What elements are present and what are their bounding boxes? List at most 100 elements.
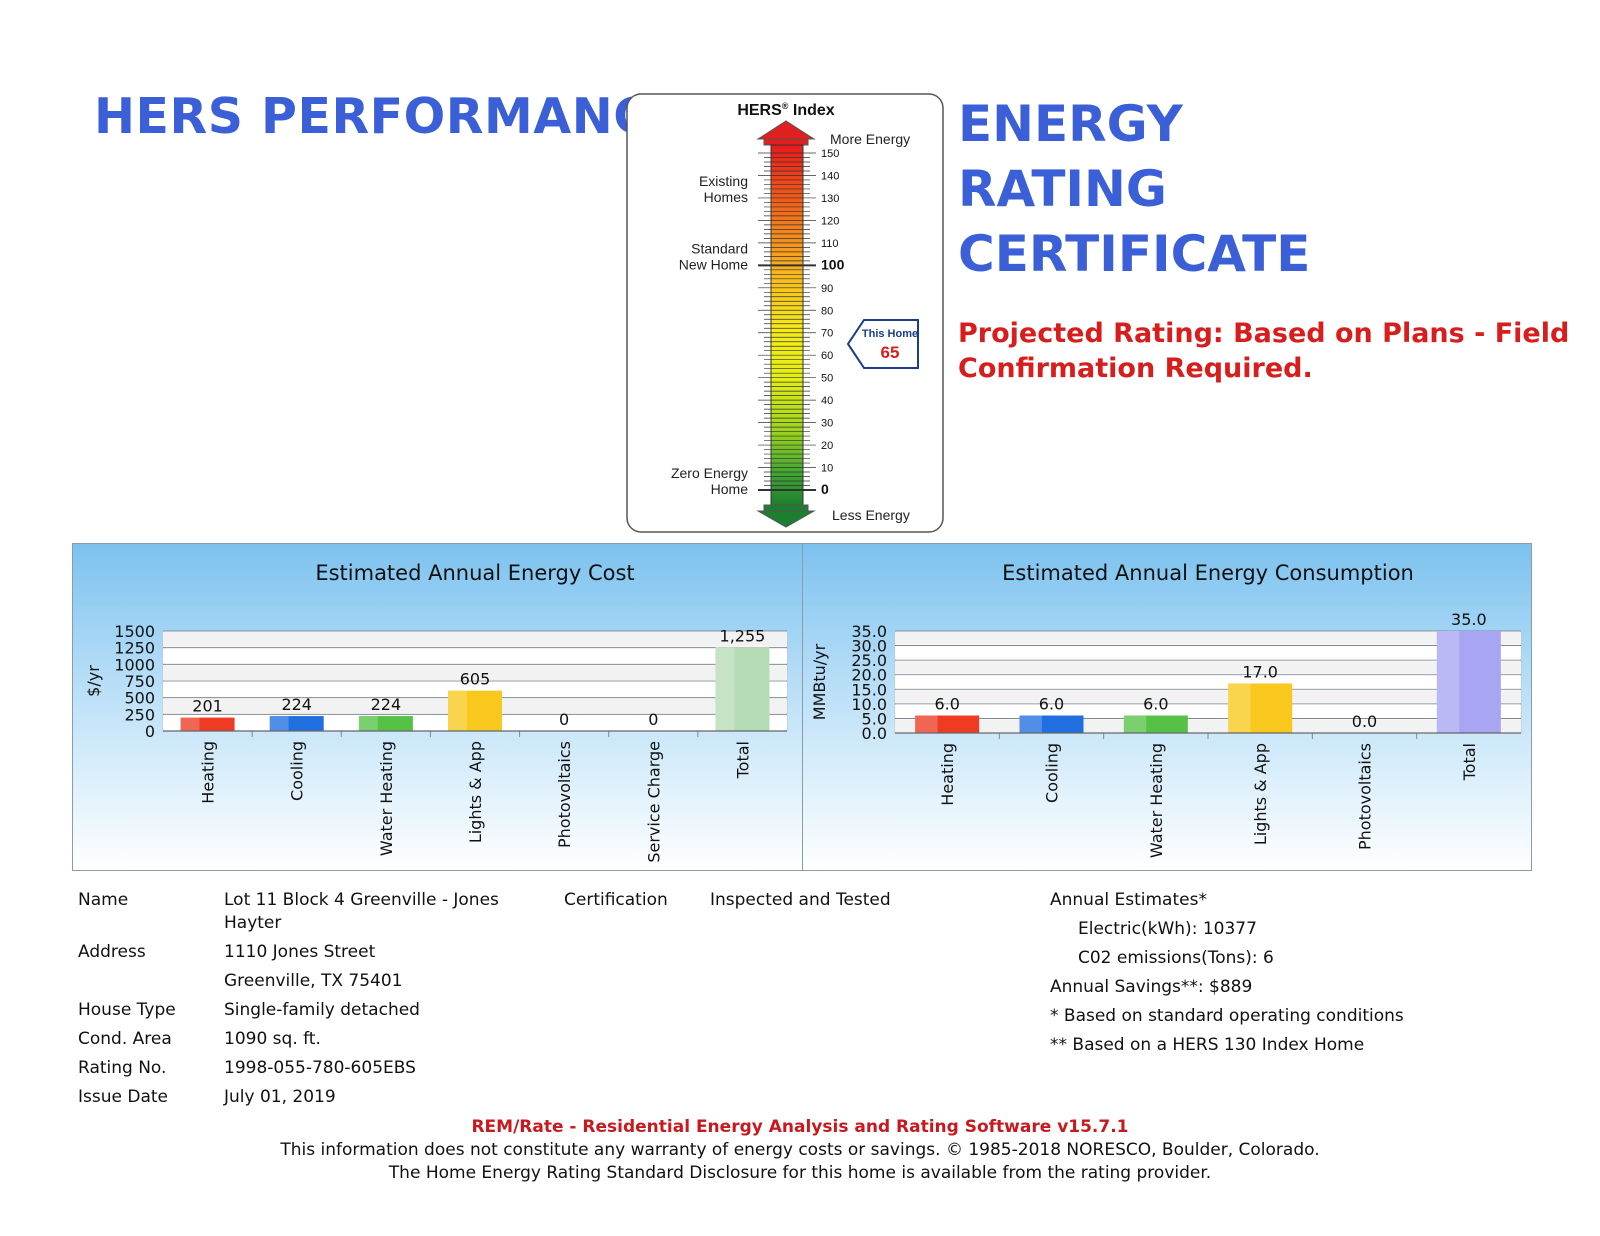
bar-highlight bbox=[915, 715, 938, 733]
hers-tick-label: 20 bbox=[821, 440, 833, 452]
grid-band bbox=[895, 704, 1521, 718]
bar-value-label: 224 bbox=[281, 695, 312, 714]
x-category-label: Service Charge bbox=[644, 741, 663, 863]
y-tick-label: 35.0 bbox=[851, 622, 887, 641]
y-tick-label: 0 bbox=[145, 722, 155, 741]
hers-tick-label: 80 bbox=[821, 305, 833, 317]
hers-tick-label: 30 bbox=[821, 418, 833, 430]
grid-band bbox=[895, 661, 1521, 674]
x-category-label: Lights & App bbox=[1251, 743, 1270, 845]
more-energy-label: More Energy bbox=[830, 131, 910, 147]
bar bbox=[180, 717, 235, 731]
bar-value-label: 6.0 bbox=[1143, 695, 1168, 714]
annual-savings: Annual Savings**: $889 bbox=[1050, 977, 1253, 997]
bar-highlight bbox=[1019, 715, 1042, 733]
hers-side-label: Standard bbox=[691, 240, 748, 256]
issue-date-value: July 01, 2019 bbox=[224, 1087, 336, 1107]
grid-band bbox=[163, 665, 787, 680]
hers-tick-label: 130 bbox=[821, 193, 839, 205]
hers-side-label: Existing bbox=[699, 173, 748, 189]
x-category-label: Cooling bbox=[288, 741, 307, 801]
this-home-value: 65 bbox=[881, 343, 900, 362]
bar-value-label: 6.0 bbox=[934, 695, 959, 714]
y-tick-label: 30.0 bbox=[851, 637, 887, 656]
hers-tick-label: 50 bbox=[821, 373, 833, 385]
bar-value-label: 605 bbox=[460, 670, 491, 689]
charts-divider bbox=[802, 544, 803, 870]
certification-label: Certification bbox=[564, 890, 668, 910]
page-title-hers-performance: HERS PERFORMANCE bbox=[94, 88, 684, 145]
grid-band bbox=[895, 675, 1521, 689]
y-tick-label: 15.0 bbox=[851, 680, 887, 699]
projected-rating-notice: Projected Rating: Based on Plans - Field… bbox=[958, 318, 1570, 384]
hers-side-label: Homes bbox=[704, 189, 748, 205]
address-line-1: 1110 Jones Street bbox=[224, 942, 376, 962]
y-tick-label: 250 bbox=[124, 705, 155, 724]
footnote-standard-conditions: * Based on standard operating conditions bbox=[1050, 1006, 1404, 1026]
bar-value-label: 201 bbox=[192, 697, 223, 716]
disclosure-note: The Home Energy Rating Standard Disclosu… bbox=[388, 1163, 1212, 1183]
x-category-label: Total bbox=[1460, 743, 1479, 781]
annual-consumption-chart-svg: Estimated Annual Energy Consumption35.03… bbox=[810, 561, 1522, 858]
bar bbox=[448, 690, 502, 731]
co2-estimate: C02 emissions(Tons): 6 bbox=[1078, 948, 1274, 968]
hers-side-label: Zero Energy bbox=[671, 465, 748, 481]
bar-highlight bbox=[269, 716, 289, 731]
address-label: Address bbox=[78, 942, 146, 962]
hers-scale-bar bbox=[770, 144, 804, 511]
hers-tick-label: 70 bbox=[821, 328, 833, 340]
y-tick-label: 500 bbox=[124, 689, 155, 708]
energy-charts-panel: Estimated Annual Energy Cost 1500 1250 1000… bbox=[72, 543, 1532, 871]
hers-tick-label: 60 bbox=[821, 350, 833, 362]
bar bbox=[715, 647, 770, 731]
y-tick-label: 5.0 bbox=[862, 709, 887, 728]
y-tick-label: 0.0 bbox=[862, 724, 887, 743]
warranty-disclaimer: This information does not constitute any… bbox=[280, 1140, 1320, 1160]
bar-highlight bbox=[1228, 683, 1251, 733]
this-home-pointer bbox=[846, 318, 919, 369]
y-tick-label: 750 bbox=[124, 672, 155, 691]
up-arrow-stem bbox=[763, 138, 809, 146]
address-line-2: Greenville, TX 75401 bbox=[224, 971, 403, 991]
hers-tick-label: 10 bbox=[821, 463, 833, 475]
down-arrow-icon bbox=[756, 510, 816, 528]
y-tick-label: 1250 bbox=[114, 639, 155, 658]
y-axis-label: MMBtu/yr bbox=[810, 643, 829, 720]
grid-band bbox=[895, 646, 1521, 660]
grid-band bbox=[163, 682, 787, 697]
bar-value-label: 0 bbox=[559, 710, 569, 729]
bar bbox=[1019, 715, 1084, 733]
annual-consumption-chart: Estimated Annual Energy Consumption 35.0 3… bbox=[803, 544, 1531, 870]
bar-highlight bbox=[448, 690, 467, 731]
bar-highlight bbox=[358, 716, 378, 731]
x-category-label: Water Heating bbox=[1147, 743, 1166, 858]
x-category-label: Cooling bbox=[1043, 743, 1062, 803]
hers-tick-label: 120 bbox=[821, 215, 839, 227]
hers-side-label: Home bbox=[711, 481, 749, 497]
bar-value-label: 17.0 bbox=[1242, 662, 1278, 681]
down-arrow-stem bbox=[763, 504, 809, 512]
certificate-title-line-3: CERTIFICATE bbox=[958, 225, 1311, 283]
bar-value-label: 6.0 bbox=[1039, 695, 1064, 714]
y-tick-label: 20.0 bbox=[851, 666, 887, 685]
cond-area-value: 1090 sq. ft. bbox=[224, 1029, 321, 1049]
less-energy-label: Less Energy bbox=[832, 507, 910, 523]
grid-band bbox=[895, 632, 1521, 645]
hers-side-label: New Home bbox=[679, 256, 748, 272]
certificate-title-line-1: ENERGY bbox=[958, 95, 1183, 153]
bar-value-label: 0.0 bbox=[1352, 712, 1377, 731]
rating-no-label: Rating No. bbox=[78, 1058, 167, 1078]
x-category-label: Heating bbox=[199, 741, 218, 804]
cond-area-label: Cond. Area bbox=[78, 1029, 172, 1049]
x-category-label: Photovoltaics bbox=[1356, 743, 1375, 850]
issue-date-label: Issue Date bbox=[78, 1087, 168, 1107]
house-type-value: Single-family detached bbox=[224, 1000, 420, 1020]
bar-value-label: 1,255 bbox=[720, 626, 766, 645]
certification-value: Inspected and Tested bbox=[710, 890, 891, 910]
annual-cost-chart: Estimated Annual Energy Cost 1500 1250 1000… bbox=[73, 544, 802, 870]
hers-tick-label: 90 bbox=[821, 283, 833, 295]
hers-tick-label: 110 bbox=[821, 238, 839, 250]
certificate-title-line-2: RATING bbox=[958, 160, 1167, 218]
